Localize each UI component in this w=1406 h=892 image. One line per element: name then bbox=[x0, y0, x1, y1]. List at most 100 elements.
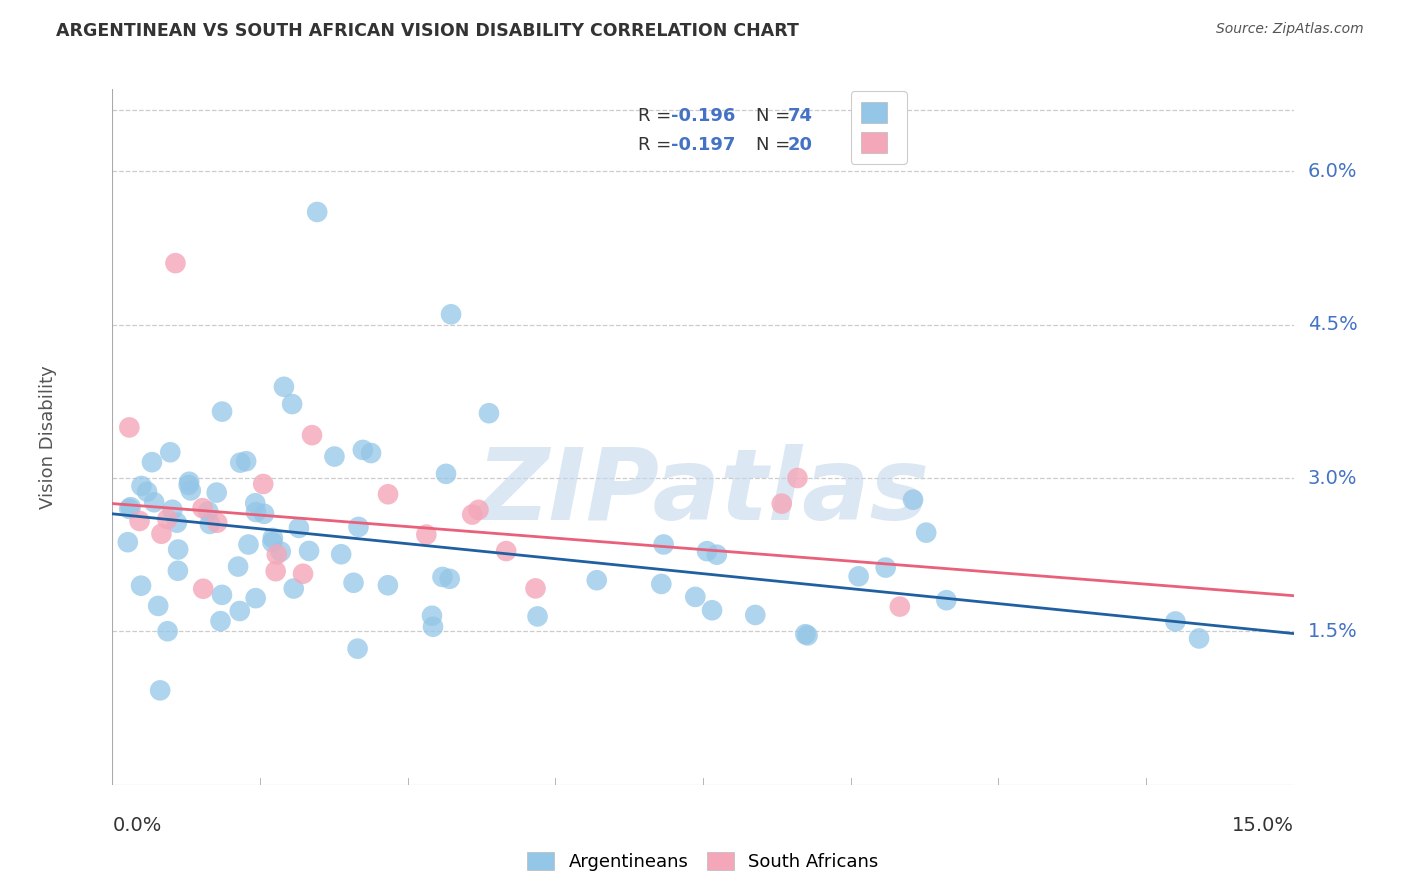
Point bbox=[706, 548, 728, 562]
Text: Source: ZipAtlas.com: Source: ZipAtlas.com bbox=[1216, 22, 1364, 37]
Point bbox=[166, 516, 188, 530]
Point bbox=[229, 604, 252, 618]
Point bbox=[266, 548, 288, 562]
Point bbox=[159, 445, 181, 459]
Point bbox=[238, 537, 260, 551]
Point bbox=[794, 627, 817, 641]
Point bbox=[118, 501, 141, 516]
Point bbox=[252, 477, 274, 491]
Point bbox=[118, 420, 141, 434]
Point bbox=[283, 582, 305, 596]
Point bbox=[439, 572, 461, 586]
Text: 6.0%: 6.0% bbox=[1308, 161, 1357, 180]
Point bbox=[526, 609, 548, 624]
Point bbox=[786, 471, 808, 485]
Point bbox=[935, 593, 957, 607]
Point bbox=[360, 446, 382, 460]
Text: 1.5%: 1.5% bbox=[1308, 622, 1357, 641]
Point bbox=[179, 475, 201, 489]
Point bbox=[167, 542, 190, 557]
Point bbox=[209, 614, 232, 628]
Text: R =: R = bbox=[638, 106, 678, 125]
Point bbox=[245, 505, 267, 519]
Point bbox=[197, 504, 219, 518]
Point bbox=[193, 582, 215, 596]
Point bbox=[180, 483, 202, 498]
Text: 74: 74 bbox=[787, 106, 813, 125]
Point bbox=[141, 455, 163, 469]
Point bbox=[128, 514, 150, 528]
Point bbox=[156, 624, 179, 639]
Text: 4.5%: 4.5% bbox=[1308, 315, 1357, 334]
Point bbox=[901, 492, 924, 507]
Point bbox=[245, 591, 267, 606]
Point bbox=[422, 620, 444, 634]
Point bbox=[262, 535, 284, 549]
Point bbox=[420, 608, 443, 623]
Point bbox=[524, 582, 547, 596]
Point bbox=[377, 487, 399, 501]
Point bbox=[495, 544, 517, 558]
Point bbox=[652, 537, 675, 551]
Point bbox=[235, 454, 257, 468]
Point bbox=[461, 508, 484, 522]
Text: R =: R = bbox=[638, 136, 678, 153]
Text: 0.0%: 0.0% bbox=[112, 816, 162, 835]
Legend: , : , bbox=[851, 91, 907, 163]
Text: -0.196: -0.196 bbox=[671, 106, 735, 125]
Point bbox=[307, 205, 329, 219]
Point bbox=[162, 502, 184, 516]
Point bbox=[377, 578, 399, 592]
Point bbox=[889, 599, 911, 614]
Point bbox=[143, 495, 166, 509]
Point bbox=[148, 599, 170, 613]
Point bbox=[292, 566, 315, 581]
Point bbox=[167, 564, 190, 578]
Point bbox=[1164, 615, 1187, 629]
Point bbox=[467, 503, 489, 517]
Point bbox=[264, 564, 287, 578]
Point bbox=[915, 525, 938, 540]
Point bbox=[585, 573, 607, 587]
Point bbox=[770, 497, 793, 511]
Point bbox=[245, 496, 267, 510]
Point bbox=[150, 526, 173, 541]
Point bbox=[848, 569, 870, 583]
Point bbox=[229, 456, 252, 470]
Point bbox=[226, 559, 249, 574]
Point bbox=[685, 590, 707, 604]
Legend: Argentineans, South Africans: Argentineans, South Africans bbox=[520, 845, 886, 879]
Point bbox=[177, 478, 200, 492]
Point bbox=[211, 404, 233, 418]
Point bbox=[253, 507, 276, 521]
Point bbox=[342, 575, 364, 590]
Text: ARGENTINEAN VS SOUTH AFRICAN VISION DISABILITY CORRELATION CHART: ARGENTINEAN VS SOUTH AFRICAN VISION DISA… bbox=[56, 22, 799, 40]
Text: 15.0%: 15.0% bbox=[1232, 816, 1294, 835]
Point bbox=[744, 607, 766, 622]
Point bbox=[270, 544, 292, 558]
Point bbox=[432, 570, 454, 584]
Text: -0.197: -0.197 bbox=[671, 136, 735, 153]
Point bbox=[478, 406, 501, 420]
Text: 20: 20 bbox=[787, 136, 813, 153]
Point bbox=[434, 467, 457, 481]
Point bbox=[352, 442, 374, 457]
Point bbox=[117, 535, 139, 549]
Point bbox=[288, 521, 311, 535]
Text: 3.0%: 3.0% bbox=[1308, 468, 1357, 488]
Point bbox=[1188, 632, 1211, 646]
Text: Vision Disability: Vision Disability bbox=[38, 365, 56, 509]
Text: N =: N = bbox=[756, 136, 796, 153]
Point bbox=[347, 520, 370, 534]
Point bbox=[129, 579, 152, 593]
Point bbox=[650, 577, 672, 591]
Point bbox=[273, 380, 295, 394]
Text: ZIPatlas: ZIPatlas bbox=[477, 444, 929, 541]
Point bbox=[198, 516, 221, 531]
Point bbox=[298, 544, 321, 558]
Point bbox=[120, 500, 142, 515]
Point bbox=[165, 256, 187, 270]
Point bbox=[323, 450, 346, 464]
Point bbox=[211, 588, 233, 602]
Point bbox=[330, 547, 353, 561]
